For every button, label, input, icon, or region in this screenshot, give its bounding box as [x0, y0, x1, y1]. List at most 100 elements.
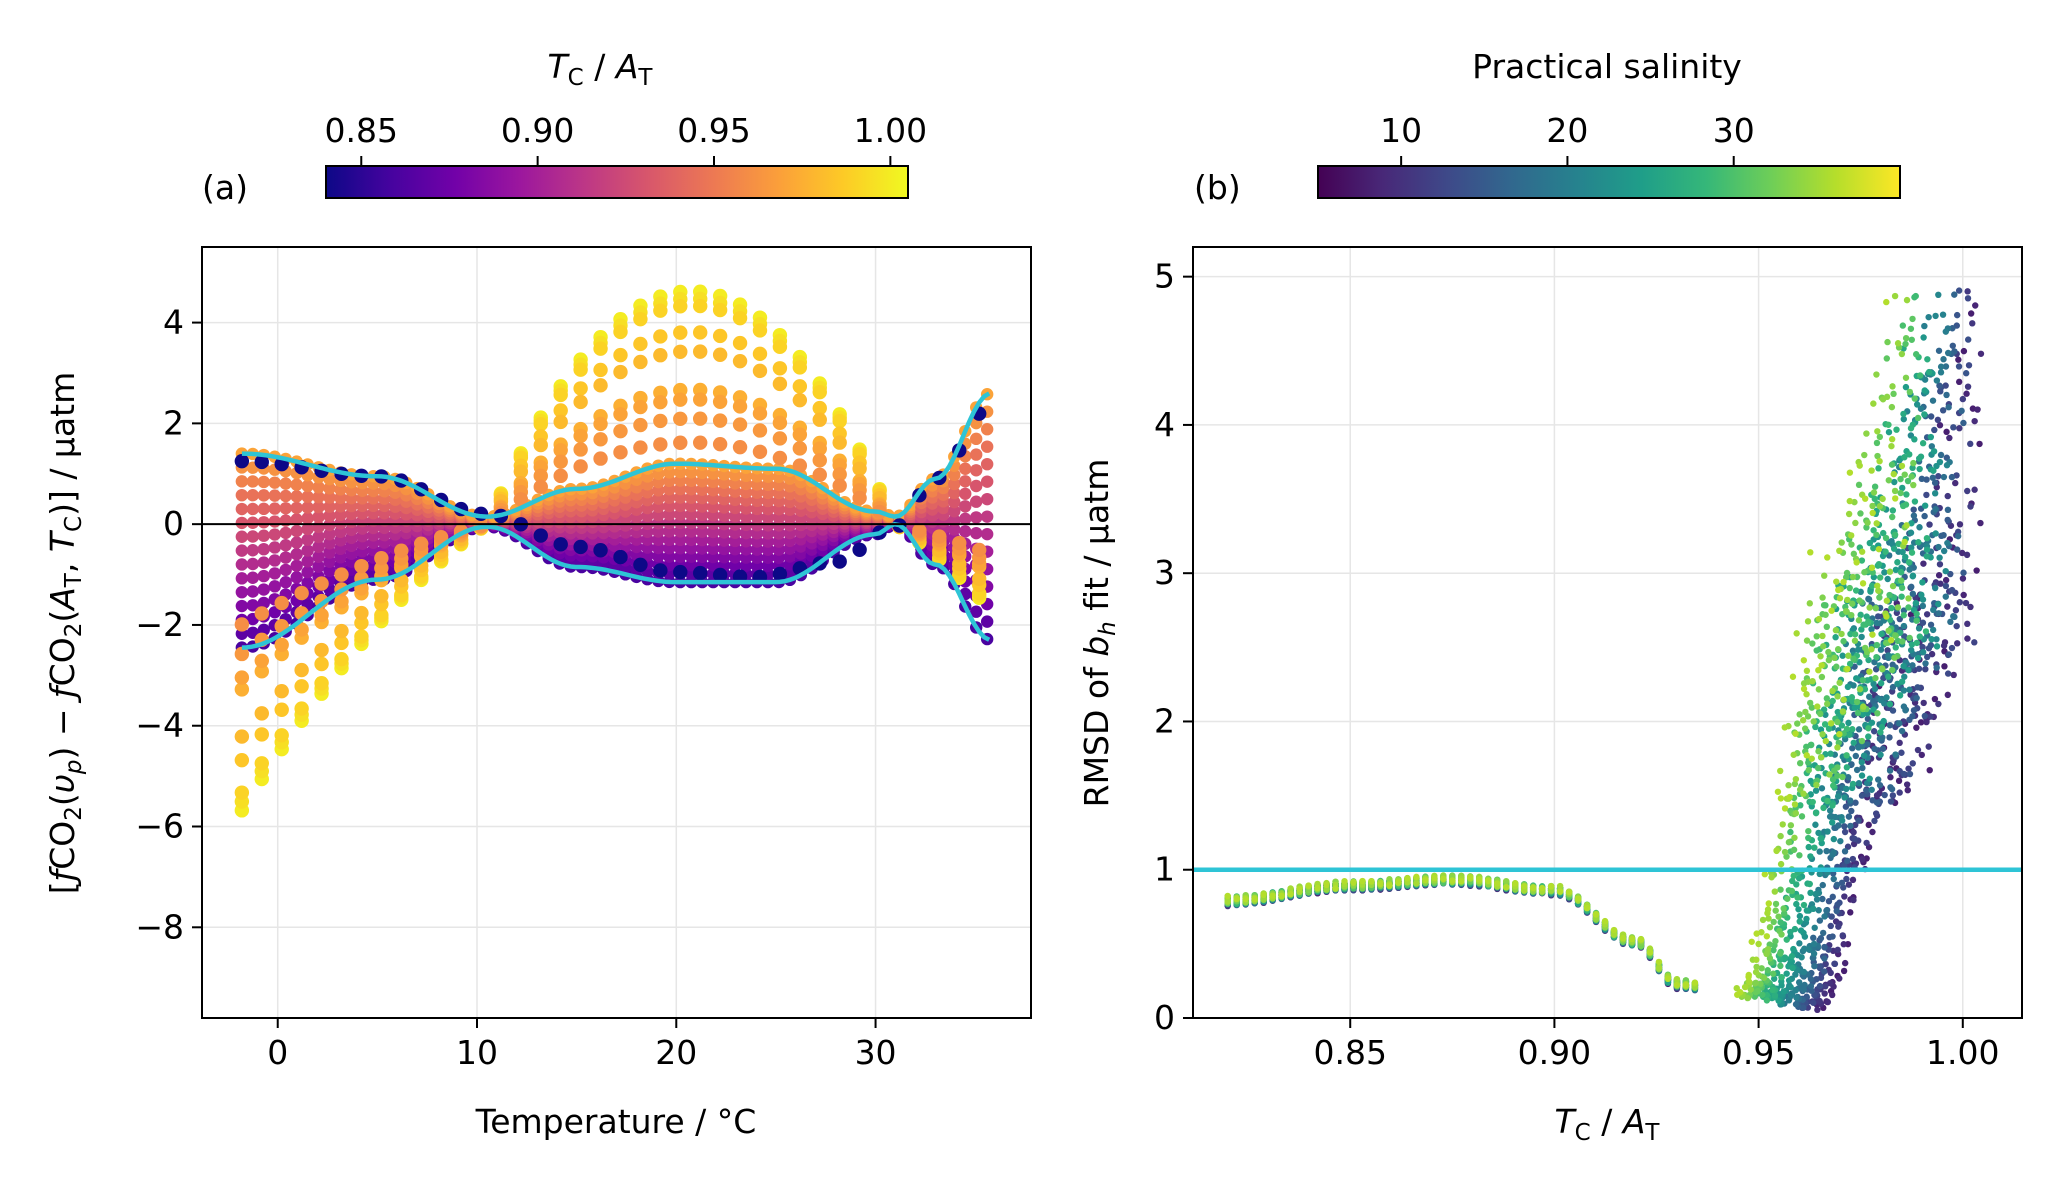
rmsd-point: [1816, 917, 1824, 924]
rmsd-point: [1803, 637, 1811, 644]
rmsd-point: [1823, 623, 1830, 631]
rmsd-point: [1929, 626, 1937, 634]
series-point: [752, 323, 768, 338]
rmsd-point: [1843, 725, 1851, 733]
band-point: [246, 489, 260, 502]
band-point: [980, 510, 994, 523]
rmsd-point: [1830, 835, 1838, 843]
rmsd-point: [1859, 764, 1866, 772]
rmsd-point: [1826, 807, 1834, 814]
series-point: [692, 392, 708, 407]
rmsd-point: [1947, 618, 1954, 626]
band-point: [268, 567, 281, 580]
panel-a-y-tick-label: 2: [163, 403, 184, 442]
rmsd-point: [1915, 625, 1923, 632]
band-point: [980, 422, 994, 436]
rmsd-point: [1852, 752, 1860, 760]
band-point: [980, 492, 994, 506]
panel-a-y-tick-label: −6: [135, 807, 184, 846]
rmsd-point: [1870, 697, 1877, 705]
rmsd-point: [1856, 597, 1863, 604]
rmsd-point: [1921, 411, 1928, 418]
band-point: [959, 512, 972, 526]
series-point: [633, 557, 648, 572]
band-point: [334, 508, 347, 522]
band-point: [301, 490, 314, 503]
rmsd-point: [1769, 970, 1777, 977]
rmsd-point: [1807, 699, 1814, 707]
rmsd-point: [1925, 368, 1933, 376]
rmsd-point: [1922, 628, 1930, 635]
band-point: [980, 527, 994, 541]
series-point: [653, 394, 668, 410]
rmsd-point: [1935, 600, 1942, 608]
rmsd-point: [1855, 726, 1863, 733]
rmsd-point: [1832, 813, 1839, 821]
rmsd-point: [1911, 498, 1919, 505]
rmsd-point: [1942, 328, 1950, 335]
rmsd-point: [1849, 745, 1856, 752]
rmsd-point: [1803, 907, 1811, 914]
rmsd-point: [1858, 772, 1866, 779]
rmsd-point: [1829, 802, 1836, 809]
rmsd-point: [1834, 764, 1841, 771]
rmsd-point: [1834, 901, 1841, 908]
rmsd-point: [1902, 334, 1910, 342]
rmsd-point: [1934, 416, 1942, 424]
rmsd-point: [1847, 822, 1854, 830]
rmsd-point: [1909, 572, 1917, 579]
rmsd-point: [1931, 479, 1939, 486]
series-point: [593, 378, 608, 393]
rmsd-point: [1920, 560, 1927, 567]
rmsd-point: [1888, 785, 1896, 793]
rmsd-point: [1908, 473, 1915, 480]
band-point: [246, 557, 260, 571]
rmsd-point: [1849, 600, 1856, 607]
rmsd-point: [1935, 572, 1943, 579]
band-point: [268, 554, 281, 567]
rmsd-point: [1850, 896, 1857, 904]
band-point: [279, 563, 292, 577]
rmsd-point: [1819, 929, 1827, 937]
rmsd-point: [1936, 554, 1943, 561]
rmsd-point: [1930, 448, 1938, 455]
band-point: [246, 585, 260, 598]
band-point: [959, 500, 972, 513]
rmsd-point: [1956, 521, 1964, 528]
rmsd-point: [1919, 648, 1927, 656]
rmsd-point: [1840, 967, 1848, 975]
rmsd-point: [1850, 829, 1857, 836]
rmsd-point: [1836, 975, 1843, 982]
rmsd-point: [1943, 462, 1951, 469]
band-point: [301, 555, 314, 568]
series-point: [374, 550, 389, 566]
series-point: [274, 702, 289, 717]
rmsd-point: [1956, 425, 1963, 432]
rmsd-point: [1831, 960, 1839, 968]
series-point: [573, 428, 588, 444]
rmsd-point: [1878, 665, 1886, 672]
rmsd-point: [1772, 900, 1780, 908]
rmsd-point: [1955, 287, 1963, 294]
series-point: [533, 479, 548, 495]
series-point: [553, 468, 568, 484]
rmsd-point: [1827, 922, 1834, 930]
plot-area-a: [202, 284, 1031, 818]
colorbar-b-label: Practical salinity: [1472, 47, 1742, 86]
rmsd-point: [1910, 512, 1918, 519]
band-point: [312, 530, 325, 544]
rmsd-point: [1815, 764, 1822, 772]
rmsd-point: [1813, 647, 1820, 654]
rmsd-point: [1834, 646, 1842, 653]
series-point: [513, 464, 529, 479]
rmsd-point: [1819, 594, 1826, 601]
rmsd-point: [1889, 707, 1897, 714]
rmsd-point: [1902, 340, 1909, 348]
rmsd-point: [1810, 934, 1817, 942]
series-point: [653, 413, 668, 429]
rmsd-point: [1896, 720, 1903, 727]
rmsd-point: [1953, 311, 1961, 319]
rmsd-point: [1963, 551, 1971, 559]
series-point: [334, 594, 349, 609]
series-point: [573, 394, 588, 410]
